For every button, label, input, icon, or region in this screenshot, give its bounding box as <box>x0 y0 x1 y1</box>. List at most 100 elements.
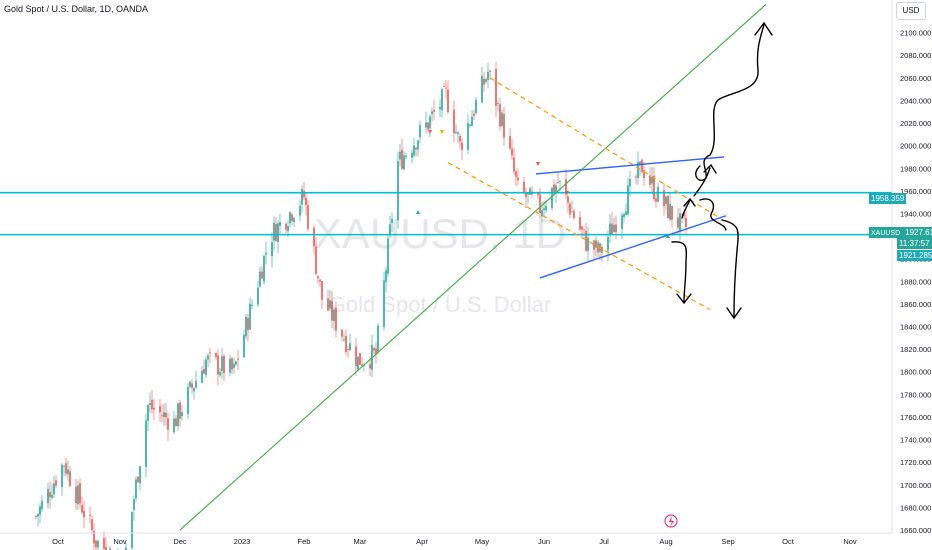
candle-body <box>151 399 153 410</box>
candle-body <box>355 346 357 367</box>
candle-body <box>593 240 595 250</box>
candle-body <box>627 185 629 215</box>
candle-body <box>555 185 557 192</box>
candle-body <box>329 300 331 309</box>
wedge-upper-line[interactable] <box>535 156 725 175</box>
price-tick-label: 1780.000 <box>900 390 931 399</box>
candle-body <box>515 171 517 177</box>
down-triangle-marker <box>440 130 444 134</box>
candle-body <box>313 227 315 247</box>
arrowhead-down-1 <box>676 293 692 305</box>
candle-body <box>145 420 147 468</box>
candle-body <box>37 513 39 517</box>
candle-body <box>65 463 67 474</box>
candle-body <box>263 255 265 282</box>
candle-body <box>457 132 459 135</box>
candle-body <box>369 364 371 369</box>
candlestick-series <box>35 61 687 550</box>
candle-body <box>389 224 391 236</box>
candle-body <box>685 218 687 228</box>
candle-body <box>131 511 133 549</box>
candle-body <box>203 369 205 374</box>
candle-body <box>427 122 429 130</box>
candle-body <box>97 540 99 548</box>
wedge-lower-line[interactable] <box>539 215 727 279</box>
candle-body <box>415 147 417 150</box>
candle-body <box>571 211 573 213</box>
arrow-curl <box>699 198 727 231</box>
price-tick-label: 1940.000 <box>900 209 931 218</box>
candle-body <box>455 131 457 134</box>
candle-body <box>679 213 681 231</box>
price-tick-label: 2020.000 <box>900 119 931 128</box>
candle-body <box>349 343 351 351</box>
candle-body <box>503 113 505 138</box>
candle-body <box>41 500 43 510</box>
candle-body <box>53 483 55 495</box>
time-tick-label: Aug <box>659 537 672 546</box>
candle-body <box>221 356 223 371</box>
candle-body <box>377 325 379 352</box>
candle-body <box>565 179 567 195</box>
trend-line[interactable] <box>179 3 767 531</box>
lightning-icon[interactable] <box>664 514 678 528</box>
candle-body <box>109 548 111 550</box>
countdown-tag: 11:37:57 <box>897 238 932 249</box>
candle-body <box>209 352 211 354</box>
candle-body <box>189 381 191 387</box>
candle-body <box>639 161 641 166</box>
candle-body <box>175 418 177 427</box>
price-tick-label: 2080.000 <box>900 51 931 60</box>
candle-body <box>413 145 415 156</box>
candle-body <box>443 85 445 87</box>
candle-body <box>291 214 293 221</box>
candle-body <box>315 246 317 275</box>
candle-body <box>587 237 589 251</box>
candle-body <box>231 358 233 370</box>
candle-body <box>135 479 137 499</box>
candle-body <box>229 358 231 373</box>
arrow-up-short-1 <box>681 199 691 219</box>
candle-body <box>583 228 585 230</box>
candle-body <box>665 196 667 205</box>
candle-body <box>459 135 461 142</box>
candle-body <box>433 109 435 112</box>
candle-body <box>275 224 277 242</box>
candle-body <box>635 176 637 178</box>
candle-body <box>623 213 625 218</box>
time-axis[interactable]: Oct Nov Dec 2023 Feb Mar Apr May Jun Jul Aug Sep Oct… <box>52 537 857 546</box>
candle-body <box>559 180 561 182</box>
candle-body <box>453 109 455 134</box>
candle-body <box>201 370 203 383</box>
arrowhead-up-short-2 <box>703 163 717 174</box>
candle-body <box>75 486 77 504</box>
candle-body <box>611 223 613 235</box>
price-tick-label: 1700.000 <box>900 481 931 490</box>
price-tick-label: 1840.000 <box>900 323 931 332</box>
candle-body <box>219 371 221 376</box>
price-axis[interactable]: 1660.000 1680.000 1700.000 1720.000 1740.000… <box>900 29 931 535</box>
candle-body <box>523 181 525 193</box>
down-triangle-marker <box>536 162 540 166</box>
candle-body <box>51 494 53 498</box>
candle-body <box>67 469 69 475</box>
candle-body <box>207 355 209 360</box>
candle-body <box>259 271 261 287</box>
price-tick-label: 2000.000 <box>900 142 931 151</box>
arrowhead-up-short-1 <box>683 197 696 207</box>
candle-body <box>299 205 301 216</box>
currency-selector[interactable]: USD <box>896 2 926 20</box>
candle-body <box>105 546 107 550</box>
candle-body <box>271 242 273 257</box>
candle-body <box>579 217 581 230</box>
candle-body <box>327 298 329 311</box>
arrow-up-short-2 <box>693 167 711 197</box>
time-tick-label: 2023 <box>234 537 251 546</box>
candle-body <box>47 488 49 504</box>
time-tick-label: Nov <box>113 537 127 546</box>
candle-body <box>373 348 375 351</box>
price-tick-label: 1720.000 <box>900 458 931 467</box>
candle-body <box>461 142 463 150</box>
candle-body <box>95 540 97 548</box>
